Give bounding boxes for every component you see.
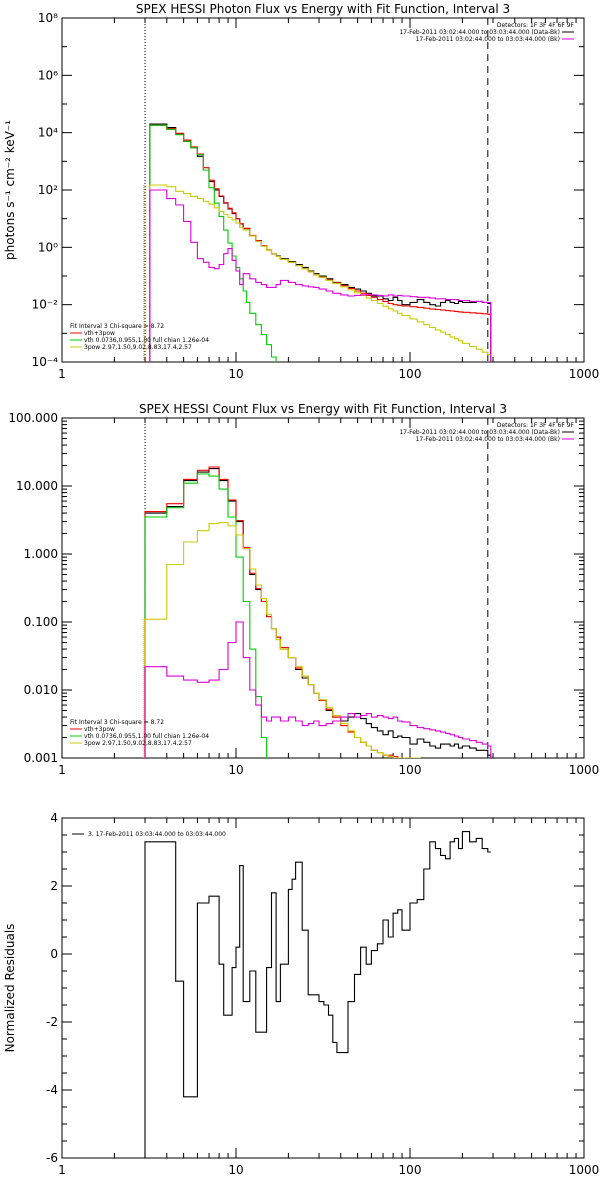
plot-frame xyxy=(61,817,585,1159)
legend-right-entry: Detectors: 1F 3F 4F 6F 9F xyxy=(497,22,575,29)
y-tick-label: 2 xyxy=(50,879,58,893)
chart-title: SPEX HESSI Count Flux vs Energy with Fit… xyxy=(139,402,507,416)
y-tick-label: 0.001 xyxy=(24,751,58,765)
legend-right-entry: 17-Feb-2011 03:02:44.000 to 03:03:44.000… xyxy=(399,29,560,36)
x-tick-label: 10 xyxy=(228,763,243,777)
x-tick-label: 1000 xyxy=(569,763,600,777)
y-tick-label: 10⁸ xyxy=(38,11,58,25)
legend-right-entry: 17-Feb-2011 03:02:44.000 to 03:03:44.000… xyxy=(416,436,560,443)
plot-frame xyxy=(61,417,585,759)
x-tick-label: 100 xyxy=(399,367,422,381)
x-tick-label: 1 xyxy=(58,1163,66,1177)
legend-left-entry: 3. 17-Feb-2011 03:03:44.000 to 03:03:44.… xyxy=(88,831,226,838)
y-tick-label: 100.000 xyxy=(8,411,58,425)
legend-left-entry: 3pow 2.97,1.50,9.02,8.83,17.4,2.57 xyxy=(84,344,192,351)
y-tick-label: 10⁴ xyxy=(38,126,58,140)
x-tick-label: 1000 xyxy=(569,1163,600,1177)
legend-left-entry: Fit Interval 3 Chi-square = 8.72 xyxy=(70,323,164,330)
x-tick-label: 100 xyxy=(399,1163,422,1177)
legend-right-entry: 17-Feb-2011 03:02:44.000 to 03:03:44.000… xyxy=(416,36,560,43)
series-line-3 xyxy=(149,184,492,362)
chart-title: SPEX HESSI Photon Flux vs Energy with Fi… xyxy=(136,2,510,16)
y-tick-label: -4 xyxy=(46,1083,58,1097)
legend-left-entry: vth+3pow xyxy=(84,726,115,733)
legend-left-entry: vth 0.0736,0.955,1.00 full chian 1.26e-0… xyxy=(84,733,209,740)
y-tick-label: 0.100 xyxy=(24,615,58,629)
y-tick-label: 10² xyxy=(38,183,58,197)
series-line-3 xyxy=(144,522,421,758)
x-tick-label: 1 xyxy=(58,763,66,777)
y-tick-label: 0.010 xyxy=(24,683,58,697)
y-axis-label: Normalized Residuals xyxy=(3,924,17,1053)
series-line-4 xyxy=(144,621,492,758)
y-tick-label: -6 xyxy=(46,1151,58,1165)
y-tick-label: -2 xyxy=(46,1015,58,1029)
plot-frame xyxy=(61,17,585,363)
y-tick-label: 10.000 xyxy=(16,479,58,493)
x-tick-label: 10 xyxy=(228,367,243,381)
legend-left-entry: vth 0.0736,0.955,1.00 full chian 1.26e-0… xyxy=(84,337,209,344)
x-tick-label: 10 xyxy=(228,1163,243,1177)
photon-flux-panel: SPEX HESSI Photon Flux vs Energy with Fi… xyxy=(3,2,600,381)
y-tick-label: 10⁶ xyxy=(38,68,58,82)
residuals-panel: Normalized Residuals 1 10 100 1000 -6 -4 -2 0 2 4 3… xyxy=(3,811,600,1177)
series-line-0 xyxy=(144,831,491,1158)
x-tick-label: 1000 xyxy=(569,367,600,381)
y-tick-label: 1.000 xyxy=(24,547,58,561)
legend-left-entry: 3pow 2.97,1.50,9.02,8.83,17.4,2.57 xyxy=(84,740,192,747)
y-axis-label: photons s⁻¹ cm⁻² keV⁻¹ xyxy=(3,120,17,260)
series-line-0 xyxy=(144,468,492,758)
x-tick-label: 1 xyxy=(58,367,66,381)
y-tick-label: 4 xyxy=(50,811,58,825)
legend-right-entry: 17-Feb-2011 03:02:44.000 to 03:03:44.000… xyxy=(399,429,560,436)
x-tick-label: 100 xyxy=(399,763,422,777)
series-line-2 xyxy=(149,124,277,362)
legend-left-entry: Fit Interval 3 Chi-square = 8.72 xyxy=(70,719,164,726)
series-line-0 xyxy=(149,123,492,362)
series-line-1 xyxy=(144,466,414,758)
y-tick-label: 10⁻⁴ xyxy=(32,355,59,369)
legend-right-entry: Detectors: 1F 3F 4F 6F 9F xyxy=(497,422,575,429)
y-tick-label: 10⁻² xyxy=(32,298,59,312)
legend-left-entry: vth+3pow xyxy=(84,330,115,337)
y-tick-label: 0 xyxy=(50,947,58,961)
count-flux-panel: SPEX HESSI Count Flux vs Energy with Fit… xyxy=(8,402,600,777)
series-line-4 xyxy=(149,189,492,362)
y-tick-label: 10⁰ xyxy=(38,240,58,254)
series-line-1 xyxy=(149,124,492,362)
